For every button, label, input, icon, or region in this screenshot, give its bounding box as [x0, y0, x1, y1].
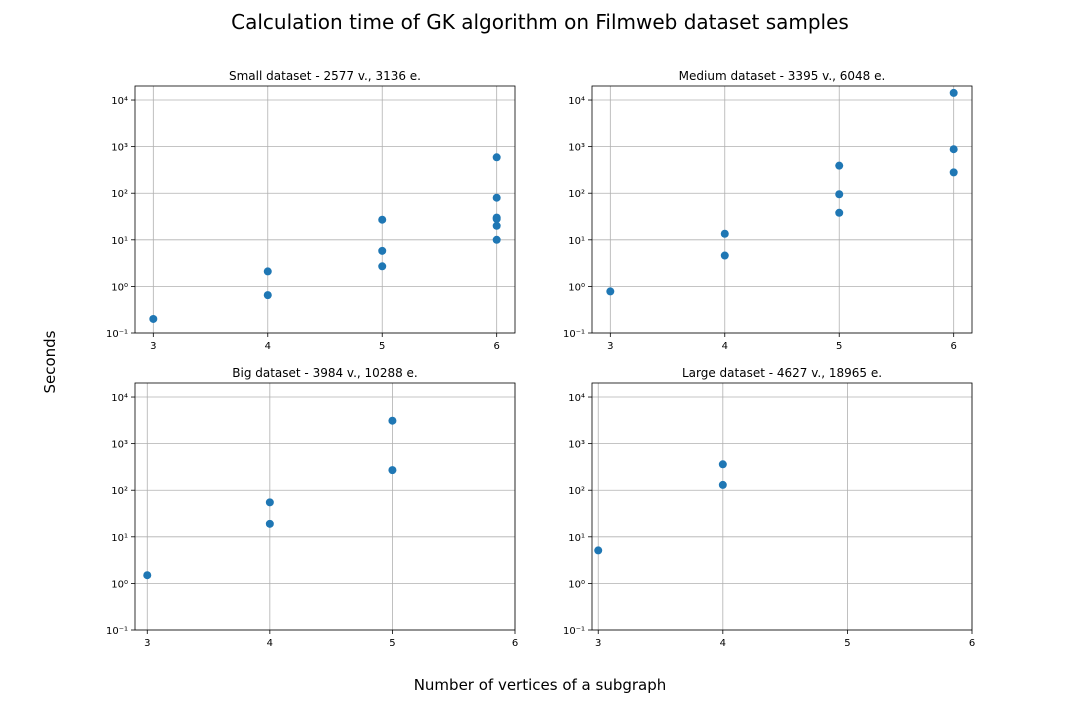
x-tick-label: 3	[150, 341, 156, 352]
y-tick-label: 10²	[111, 189, 128, 200]
y-tick-label: 10³	[568, 440, 585, 451]
data-point	[835, 161, 844, 170]
subplot-1: Small dataset - 2577 v., 3136 e. 10⁻¹ 10⁰ 1…	[106, 69, 516, 352]
y-tick-label: 10³	[111, 143, 128, 154]
subplot-title: Medium dataset - 3395 v., 6048 e.	[679, 69, 886, 83]
data-point	[388, 466, 397, 475]
y-tick-label: 10⁰	[568, 579, 585, 590]
x-tick-label: 4	[267, 638, 273, 649]
figure-title: Calculation time of GK algorithm on Film…	[231, 10, 849, 34]
subplot-title: Big dataset - 3984 v., 10288 e.	[232, 366, 417, 380]
y-tick-label: 10¹	[568, 236, 585, 247]
x-tick-label: 4	[722, 341, 728, 352]
data-point	[720, 251, 729, 260]
axes-frame	[134, 85, 516, 334]
data-point	[720, 229, 729, 238]
y-tick-label: 10⁰	[111, 579, 128, 590]
data-point	[594, 546, 603, 555]
y-tick-label: 10³	[568, 143, 585, 154]
data-point	[492, 235, 501, 244]
y-tick-label: 10¹	[111, 236, 128, 247]
subplot-title: Large dataset - 4627 v., 18965 e.	[682, 366, 882, 380]
data-point	[149, 314, 158, 323]
x-tick-label: 5	[836, 341, 842, 352]
y-tick-label: 10¹	[111, 533, 128, 544]
y-tick-label: 10⁴	[568, 393, 585, 404]
x-tick-label: 6	[969, 638, 975, 649]
axes-frame	[591, 85, 973, 334]
y-tick-label: 10²	[568, 189, 585, 200]
data-point	[718, 460, 727, 469]
data-point	[835, 190, 844, 199]
y-tick-label: 10⁻¹	[563, 626, 585, 637]
data-point	[263, 267, 272, 276]
x-tick-label: 5	[389, 638, 395, 649]
subplot-title: Small dataset - 2577 v., 3136 e.	[229, 69, 421, 83]
y-tick-label: 10⁻¹	[106, 329, 128, 340]
axes-frame	[591, 382, 973, 631]
data-point	[388, 416, 397, 425]
x-axis-label: Number of vertices of a subgraph	[413, 676, 667, 694]
data-point	[378, 246, 387, 255]
x-tick-label: 4	[265, 341, 271, 352]
x-tick-label: 3	[144, 638, 150, 649]
y-tick-label: 10⁰	[111, 282, 128, 293]
x-tick-label: 3	[607, 341, 613, 352]
data-point	[949, 168, 958, 177]
y-tick-label: 10⁴	[111, 96, 128, 107]
y-tick-label: 10⁻¹	[106, 626, 128, 637]
data-point	[265, 498, 274, 507]
data-point	[143, 571, 152, 580]
data-point	[492, 213, 501, 222]
data-point	[835, 208, 844, 217]
y-tick-label: 10⁻¹	[563, 329, 585, 340]
y-tick-label: 10²	[111, 486, 128, 497]
x-tick-label: 6	[512, 638, 518, 649]
x-tick-label: 6	[950, 341, 956, 352]
x-tick-label: 5	[844, 638, 850, 649]
axes-frame	[134, 382, 516, 631]
subplot-4: Large dataset - 4627 v., 18965 e. 10⁻¹ 10⁰…	[563, 366, 975, 649]
data-point	[263, 291, 272, 300]
data-point	[949, 145, 958, 154]
data-point	[606, 287, 615, 296]
y-tick-label: 10⁰	[568, 282, 585, 293]
x-tick-label: 6	[493, 341, 499, 352]
x-tick-label: 3	[595, 638, 601, 649]
data-point	[265, 519, 274, 528]
data-point	[718, 480, 727, 489]
subplot-3: Big dataset - 3984 v., 10288 e. 10⁻¹ 10⁰ 10…	[106, 366, 518, 649]
data-point	[949, 88, 958, 97]
x-tick-label: 4	[720, 638, 726, 649]
data-point	[378, 215, 387, 224]
data-point	[492, 221, 501, 230]
y-tick-label: 10²	[568, 486, 585, 497]
y-tick-label: 10⁴	[568, 96, 585, 107]
subplot-2: Medium dataset - 3395 v., 6048 e. 10⁻¹ 10⁰…	[563, 69, 973, 352]
y-tick-label: 10⁴	[111, 393, 128, 404]
y-tick-label: 10¹	[568, 533, 585, 544]
y-tick-label: 10³	[111, 440, 128, 451]
data-point	[492, 153, 501, 162]
data-point	[378, 262, 387, 271]
x-tick-label: 5	[379, 341, 385, 352]
data-point	[492, 193, 501, 202]
